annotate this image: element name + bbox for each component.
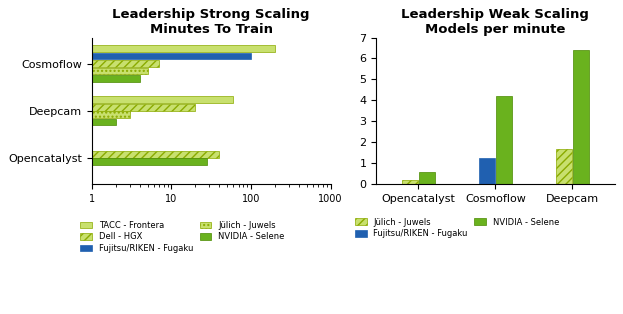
Bar — [92, 60, 159, 67]
Bar — [92, 158, 207, 165]
Bar — [92, 118, 116, 125]
Legend: TACC - Frontera, Dell - HGX, Fujitsu/RIKEN - Fugaku, Jülich - Juwels, NVIDIA - S: TACC - Frontera, Dell - HGX, Fujitsu/RIK… — [77, 218, 288, 256]
Bar — [92, 75, 140, 82]
Bar — [92, 96, 234, 103]
Bar — [92, 68, 148, 74]
Bar — [402, 180, 417, 184]
Bar — [573, 50, 589, 184]
Bar — [419, 171, 435, 184]
Bar — [496, 96, 511, 184]
Title: Leadership Strong Scaling
Minutes To Train: Leadership Strong Scaling Minutes To Tra… — [113, 8, 310, 36]
Bar — [92, 111, 130, 118]
Bar — [92, 104, 196, 111]
Legend: Jülich - Juwels, Fujitsu/RIKEN - Fugaku, NVIDIA - Selene: Jülich - Juwels, Fujitsu/RIKEN - Fugaku,… — [351, 214, 563, 241]
Bar — [92, 151, 219, 158]
Bar — [92, 45, 275, 52]
Bar — [479, 158, 495, 184]
Bar — [92, 53, 251, 59]
Bar — [556, 149, 572, 184]
Title: Leadership Weak Scaling
Models per minute: Leadership Weak Scaling Models per minut… — [401, 8, 589, 36]
